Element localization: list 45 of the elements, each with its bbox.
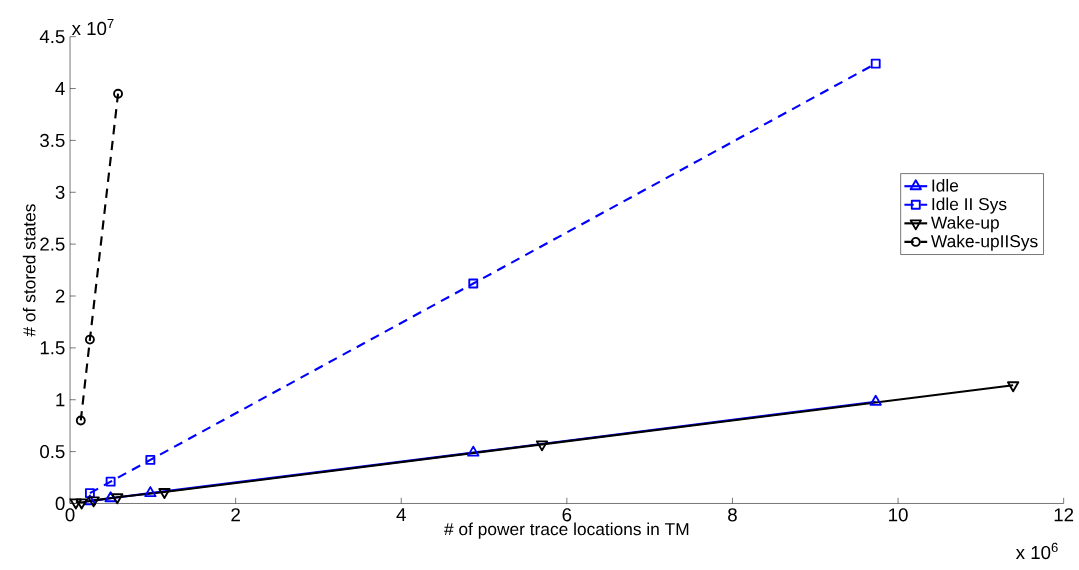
point <box>87 496 100 508</box>
y-tick-label: 0 <box>55 496 65 511</box>
point <box>105 476 116 487</box>
x-tick-label: 6 <box>562 508 572 522</box>
x-tick-label: 10 <box>889 508 908 522</box>
y-tick-label: 0.5 <box>40 444 65 459</box>
y-tick-label: 2.5 <box>40 237 65 251</box>
x-tick-label: 4 <box>396 508 406 521</box>
point <box>111 493 124 505</box>
point <box>104 491 117 503</box>
text: x 10$^{7}$ <box>71 18 114 35</box>
point <box>1007 381 1020 393</box>
point <box>144 486 157 497</box>
point <box>870 58 881 69</box>
x-tick-label: 2 <box>231 508 240 522</box>
point <box>468 278 479 289</box>
point <box>158 488 171 499</box>
x-tick-label: 8 <box>728 508 737 522</box>
x-tick-label: 12 <box>1054 508 1074 522</box>
y-tick-label: 3.5 <box>40 133 65 147</box>
y-tick-label: 1.5 <box>40 341 65 355</box>
point <box>535 440 549 452</box>
point <box>84 334 95 345</box>
point <box>75 415 86 426</box>
point <box>467 445 480 457</box>
point <box>84 488 95 498</box>
point <box>69 498 82 510</box>
x-tick-label: 0 <box>65 508 75 522</box>
y-tick-label: 1 <box>56 393 65 407</box>
point <box>83 494 97 506</box>
point <box>145 454 156 465</box>
y-tick-label: 3 <box>55 185 65 199</box>
point <box>75 498 88 510</box>
y-tick-label: 4 <box>55 82 65 95</box>
y-tick-label: 4.5 <box>39 30 65 44</box>
legend-label: Idle <box>932 178 959 192</box>
legend-label: Wake-upIISys <box>930 234 1038 251</box>
point <box>113 88 123 99</box>
y-tick-label: 2 <box>55 289 65 303</box>
legend-label: Idle II Sys <box>932 197 1007 214</box>
y-axis-title: # of stored states <box>22 204 36 337</box>
legend-label: Wake-up <box>930 215 999 233</box>
text: x 10$^{6}$ <box>1015 542 1058 560</box>
point <box>869 394 882 406</box>
x-axis-title: # of power trace locations in TM <box>444 522 689 539</box>
